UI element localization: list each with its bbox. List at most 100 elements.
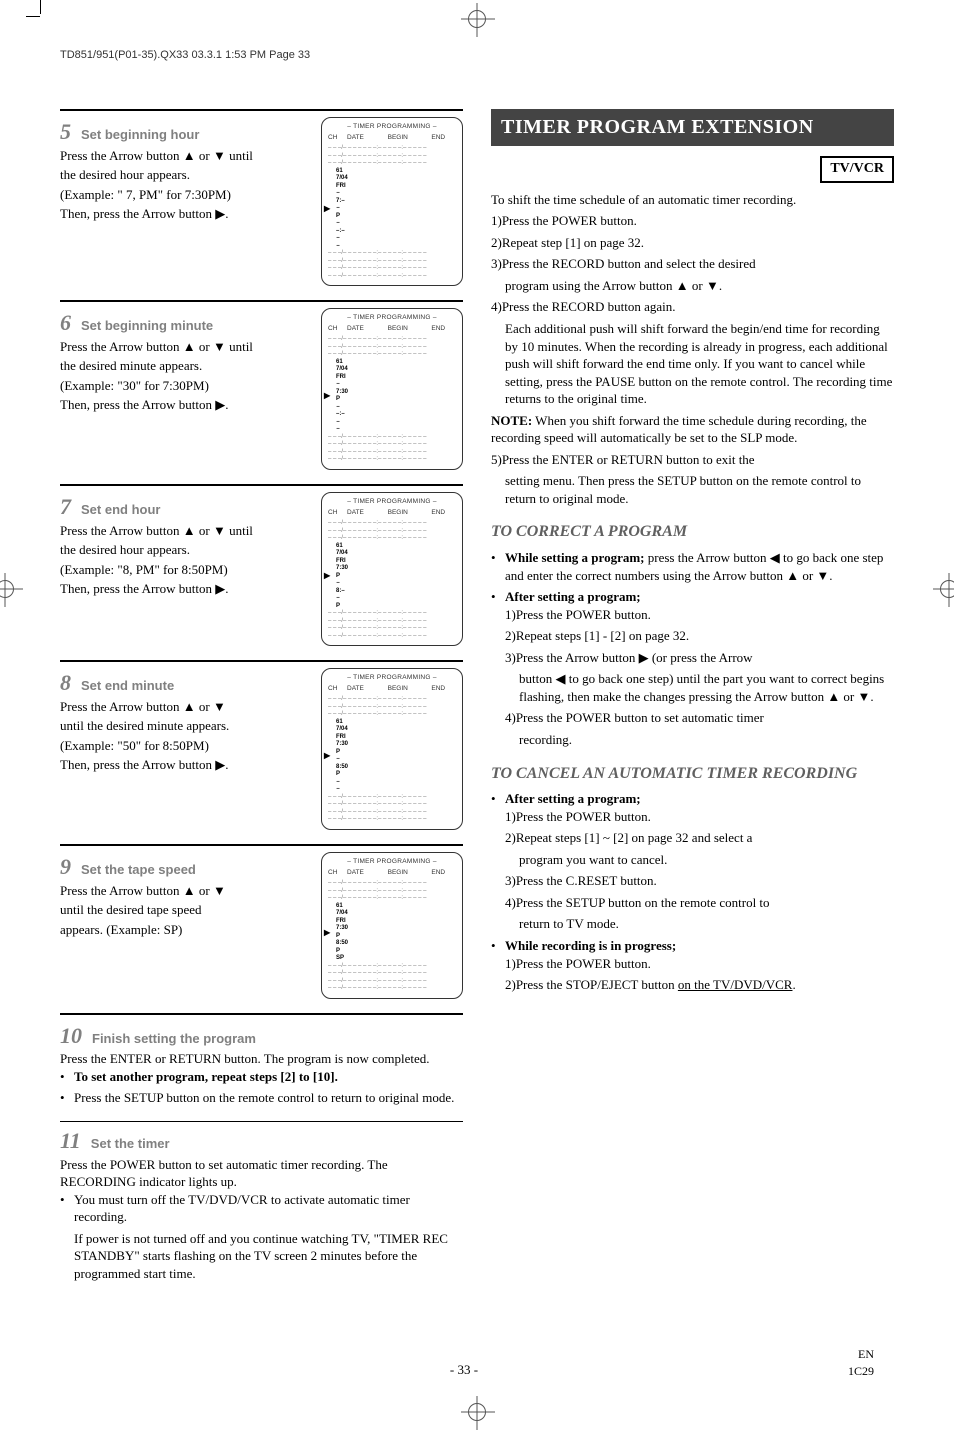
col-begin: BEGIN: [380, 325, 416, 333]
sub-num: 1)Press the POWER button.: [505, 606, 894, 624]
sub-num: 1)Press the POWER button.: [505, 808, 894, 826]
right-column: TIMER PROGRAM EXTENSION TV/VCR To shift …: [491, 109, 894, 1297]
sub-num-cont: recording.: [505, 731, 894, 749]
divider-thin: [60, 1121, 463, 1122]
col-date: DATE: [347, 325, 375, 333]
col-date: DATE: [347, 685, 375, 693]
panel-columns: CH DATE BEGIN END: [328, 869, 456, 877]
step-number: 9: [60, 852, 71, 882]
left-column: 5 Set beginning hour Press the Arrow but…: [60, 109, 463, 1297]
pointer-icon: ▶: [324, 204, 338, 214]
panel-row-active: ▶ 61 7/04 FRI 7:30 P – 8:– – P: [328, 543, 456, 611]
step-title: Set end hour: [81, 501, 160, 519]
sub-text: 2)Press the STOP/EJECT button: [505, 977, 678, 992]
step-line: the desired minute appears.: [60, 357, 315, 375]
panel-row: – – –/– – – – – – –:– – – – –:– – – – –: [328, 351, 456, 359]
step-line: Press the Arrow button ▲ or ▼: [60, 698, 315, 716]
intro-text: To shift the time schedule of an automat…: [491, 191, 894, 209]
pointer-icon: ▶: [324, 391, 338, 401]
page-footer: - 33 - EN 1C29: [0, 1316, 954, 1386]
step-title: Set the timer: [91, 1135, 170, 1153]
step-number: 7: [60, 492, 71, 522]
sub-text: .: [792, 977, 795, 992]
step-line: Press the Arrow button ▲ or ▼: [60, 882, 315, 900]
col-begin: BEGIN: [380, 685, 416, 693]
pointer-icon: ▶: [324, 928, 338, 938]
panel-title: – TIMER PROGRAMMING –: [328, 123, 456, 131]
step-line: the desired hour appears.: [60, 541, 315, 559]
step-number: 8: [60, 668, 71, 698]
step-number: 10: [60, 1021, 82, 1051]
panel-row: – – –/– – – – – – –:– – – – –:– – – – –: [328, 441, 456, 449]
panel-row: – – –/– – – – – – –:– – – – –:– – – – –: [328, 809, 456, 817]
step-line: (Example: "50" for 8:50PM): [60, 737, 315, 755]
bullet-bold: After setting a program;: [505, 589, 641, 604]
panel-row: – – –/– – – – – – –:– – – – –:– – – – –: [328, 456, 456, 464]
bullet: After setting a program; 1)Press the POW…: [491, 588, 894, 748]
panel-row: – – –/– – – – – – –:– – – – –:– – – – –: [328, 801, 456, 809]
panel-row-active: ▶ 61 7/04 FRI – 7:– – P – –:– – –: [328, 168, 456, 251]
panel-row: – – –/– – – – – – –:– – – – –:– – – – –: [328, 528, 456, 536]
step-title: Set end minute: [81, 677, 174, 695]
tv-vcr-badge: TV/VCR: [820, 156, 894, 183]
sub-num: 3)Press the C.RESET button.: [505, 872, 894, 890]
panel-row: – – –/– – – – – – –:– – – – –:– – – – –: [328, 344, 456, 352]
panel-columns: CH DATE BEGIN END: [328, 685, 456, 693]
sub-num: 3)Press the Arrow button ▶ (or press the…: [505, 649, 894, 667]
panel-row: – – –/– – – – – – –:– – – – –:– – – – –: [328, 258, 456, 266]
crop-register-right-icon: [940, 580, 954, 598]
step-title: Set the tape speed: [81, 861, 196, 879]
sub-num-cont: button ◀ to go back one step) until the …: [505, 670, 894, 705]
timer-panel: – TIMER PROGRAMMING – CH DATE BEGIN END …: [321, 117, 463, 286]
col-end: END: [421, 509, 457, 517]
bullet: You must turn off the TV/DVD/VCR to acti…: [60, 1191, 463, 1283]
col-ch: CH: [328, 134, 342, 142]
footer-right: EN 1C29: [848, 1346, 874, 1378]
divider: [60, 484, 463, 486]
panel-row: – – –/– – – – – – –:– – – – –:– – – – –: [328, 633, 456, 641]
panel-row: – – –/– – – – – – –:– – – – –:– – – – –: [328, 978, 456, 986]
col-date: DATE: [347, 509, 375, 517]
bullet: Press the SETUP button on the remote con…: [60, 1089, 463, 1107]
panel-row: – – –/– – – – – – –:– – – – –:– – – – –: [328, 265, 456, 273]
step-line: until the desired minute appears.: [60, 717, 315, 735]
num-item: 2)Repeat step [1] on page 32.: [491, 234, 894, 252]
step-7: 7 Set end hour Press the Arrow button ▲ …: [60, 484, 463, 646]
bullet-follow: If power is not turned off and you conti…: [74, 1230, 463, 1283]
bullet-bold: While recording is in progress;: [505, 938, 676, 953]
num-item: 5)Press the ENTER or RETURN button to ex…: [491, 451, 894, 469]
sub-num: 4)Press the POWER button to set automati…: [505, 709, 894, 727]
note-label: NOTE:: [491, 413, 532, 428]
underline-text: on the TV/DVD/VCR: [678, 977, 793, 992]
num-item-cont: Each additional push will shift forward …: [491, 320, 894, 408]
col-begin: BEGIN: [380, 509, 416, 517]
step-line: Press the Arrow button ▲ or ▼ until: [60, 147, 315, 165]
step-title: Set beginning minute: [81, 317, 213, 335]
step-line: Press the Arrow button ▲ or ▼ until: [60, 338, 315, 356]
num-item: 4)Press the RECORD button again.: [491, 298, 894, 316]
step-number: 6: [60, 308, 71, 338]
step-line: Then, press the Arrow button ▶.: [60, 396, 315, 414]
step-text: Press the POWER button to set automatic …: [60, 1156, 463, 1191]
panel-row: – – –/– – – – – – –:– – – – –:– – – – –: [328, 963, 456, 971]
step-line: the desired hour appears.: [60, 166, 315, 184]
bullet-bold: While setting a program;: [505, 550, 645, 565]
step-line: Then, press the Arrow button ▶.: [60, 205, 315, 223]
step-number: 5: [60, 117, 71, 147]
divider: [60, 844, 463, 846]
col-end: END: [421, 869, 457, 877]
step-line: (Example: "8, PM" for 8:50PM): [60, 561, 315, 579]
panel-row: – – –/– – – – – – –:– – – – –:– – – – –: [328, 625, 456, 633]
col-ch: CH: [328, 325, 342, 333]
step-6: 6 Set beginning minute Press the Arrow b…: [60, 300, 463, 470]
print-slug: TD851/951(P01-35).QX33 03.3.1 1:53 PM Pa…: [0, 40, 954, 69]
num-item: 3)Press the RECORD button and select the…: [491, 255, 894, 273]
note: NOTE: When you shift forward the time sc…: [491, 412, 894, 447]
crop-register-icon: [468, 10, 486, 28]
panel-columns: CH DATE BEGIN END: [328, 509, 456, 517]
crop-register-left-icon: [0, 580, 14, 598]
crop-register-bottom-icon: [468, 1403, 486, 1421]
footer-code: 1C29: [848, 1364, 874, 1378]
step-line: Press the Arrow button ▲ or ▼ until: [60, 522, 315, 540]
panel-row: – – –/– – – – – – –:– – – – –:– – – – –: [328, 704, 456, 712]
